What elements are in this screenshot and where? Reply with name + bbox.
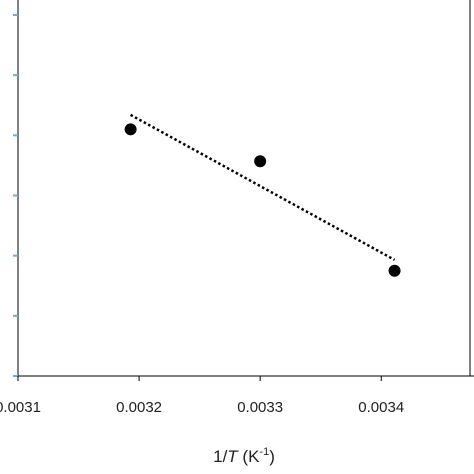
data-point bbox=[388, 264, 401, 277]
x-label-part: T bbox=[227, 447, 239, 466]
x-axis-label: 1/T (K-1) bbox=[213, 446, 275, 467]
x-tick-label: 0.0033 bbox=[237, 399, 283, 416]
x-label-part: ) bbox=[269, 447, 275, 466]
x-tick-label: 0.0032 bbox=[116, 399, 162, 416]
trendline bbox=[130, 113, 396, 261]
x-tick-label: 0.0034 bbox=[358, 399, 404, 416]
x-label-part: 1/ bbox=[213, 447, 227, 466]
data-point bbox=[124, 123, 137, 136]
x-label-part: (K bbox=[238, 447, 260, 466]
x-label-part: -1 bbox=[259, 446, 269, 458]
x-tick-label: 0.0031 bbox=[0, 399, 41, 416]
data-point bbox=[254, 155, 267, 168]
